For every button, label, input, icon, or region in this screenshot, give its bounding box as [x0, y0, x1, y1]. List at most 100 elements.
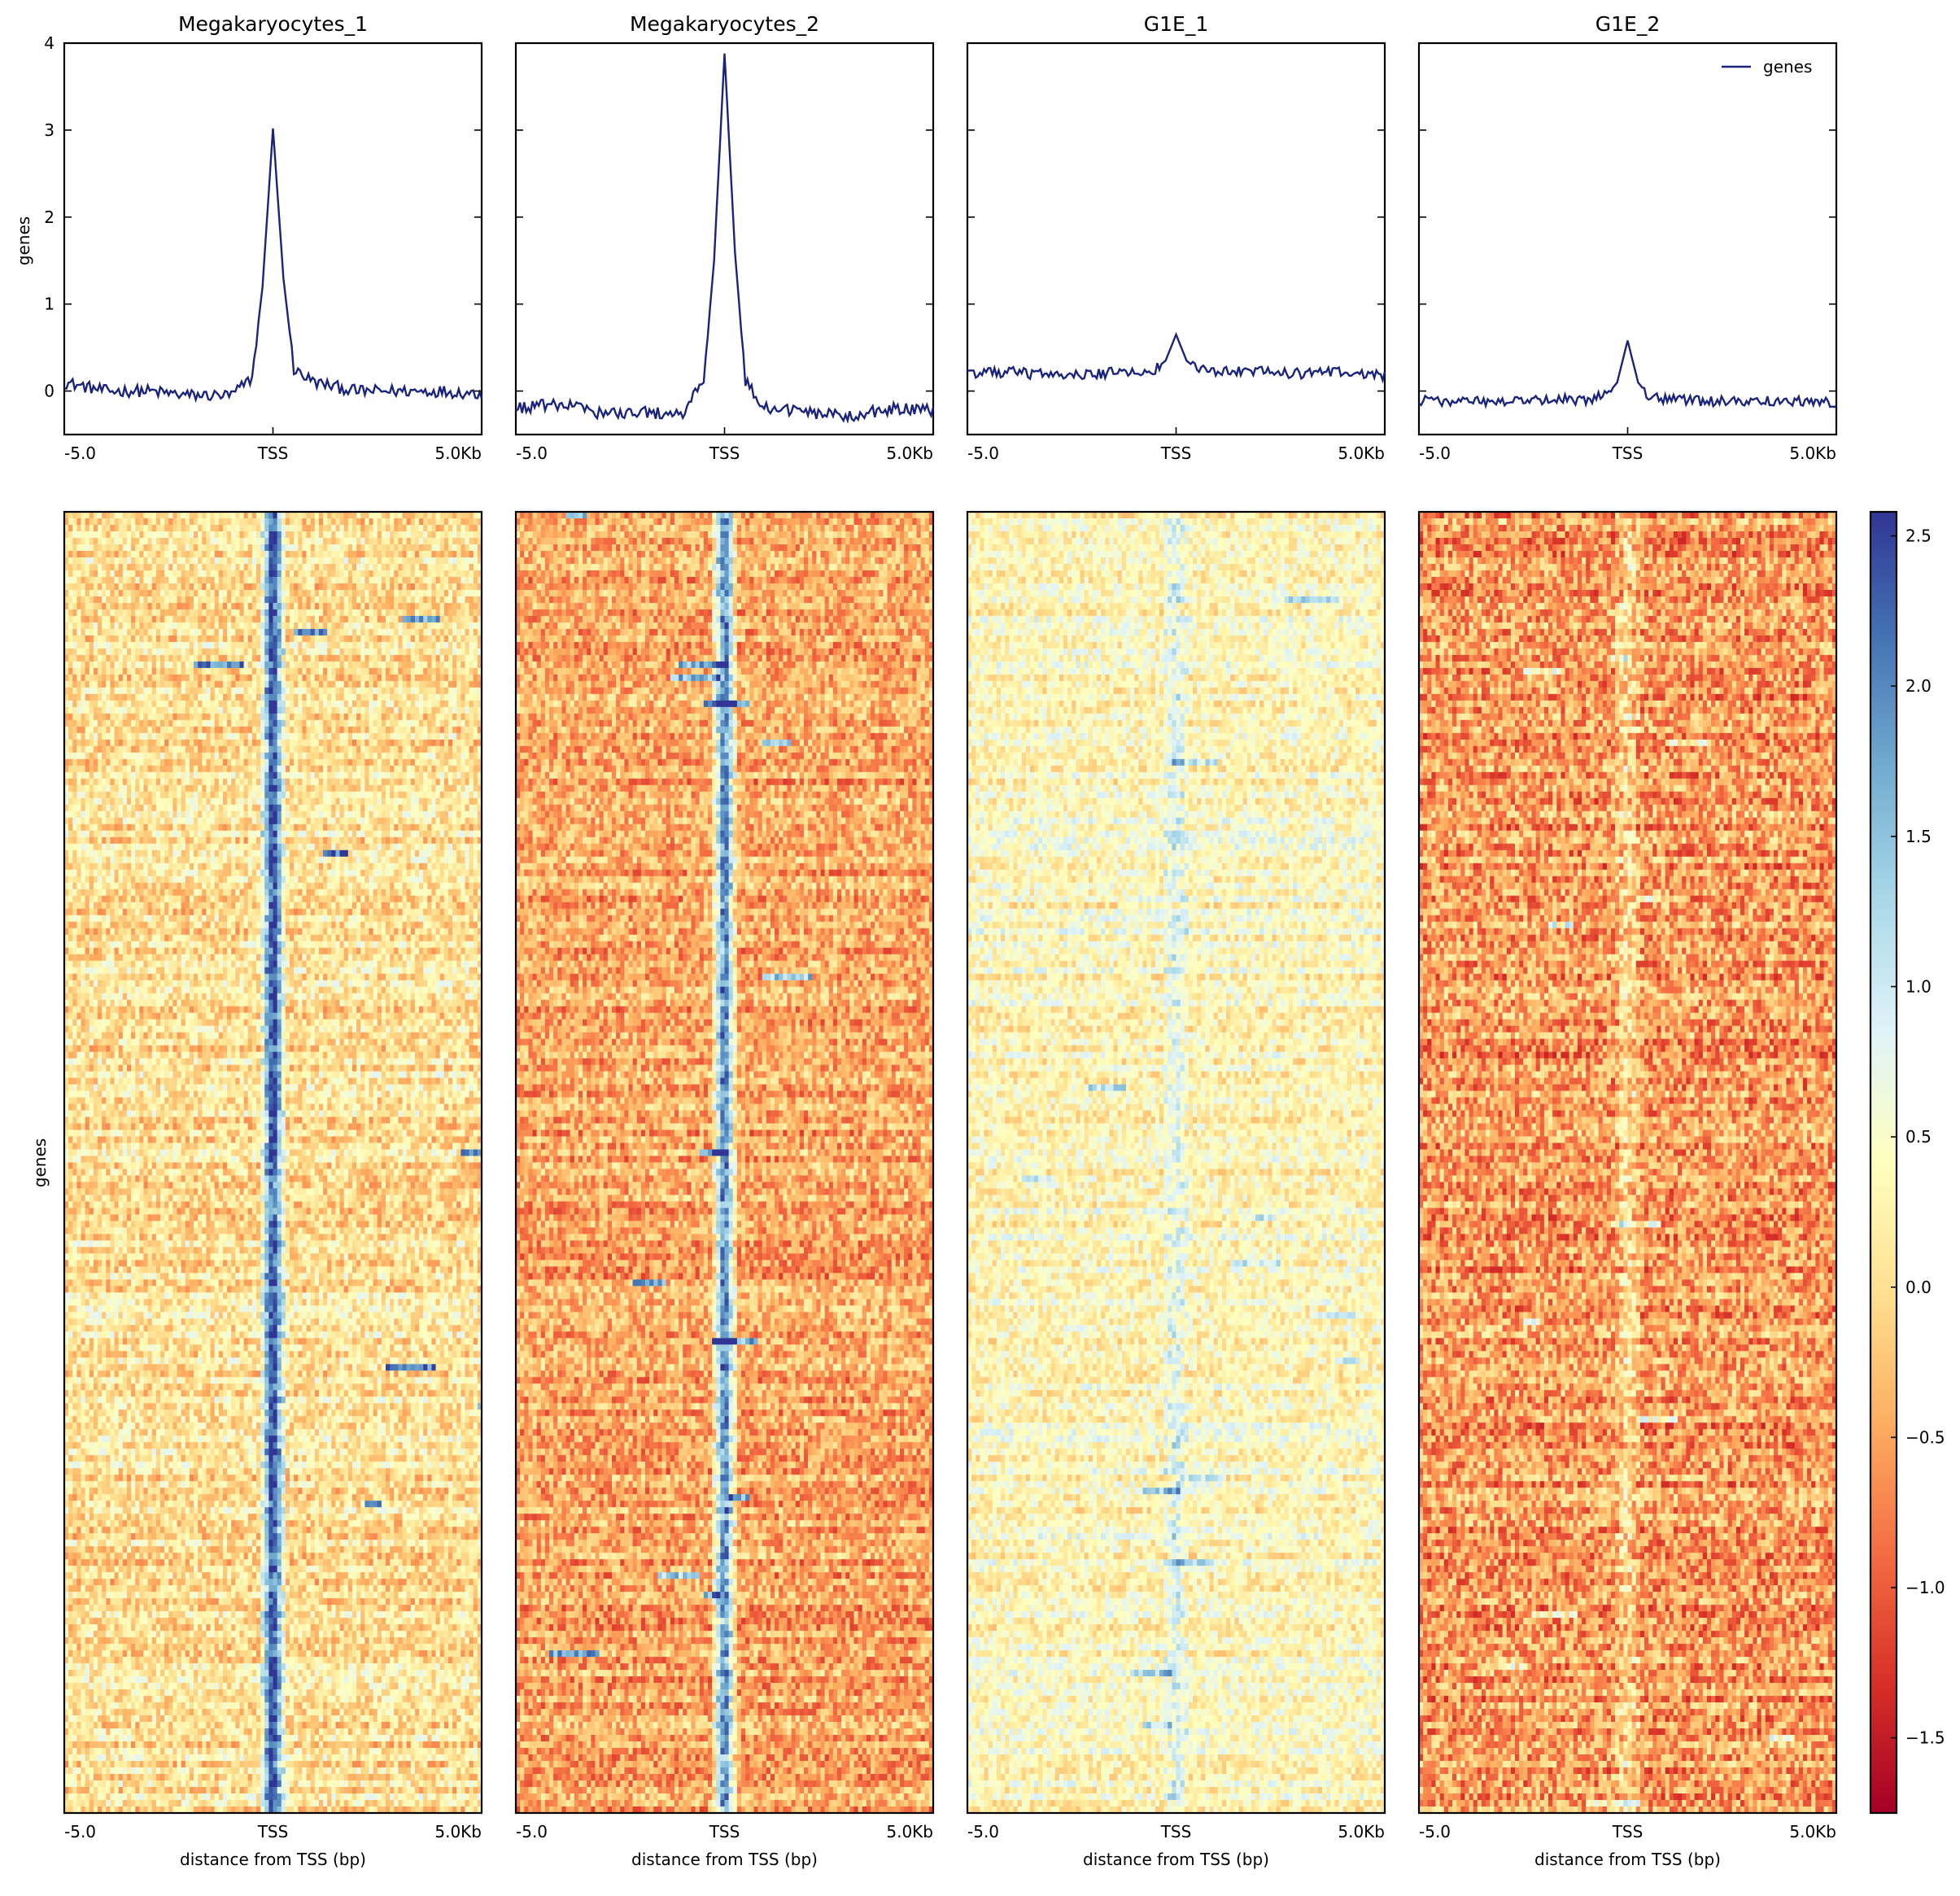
heatmap-cell [352, 512, 357, 519]
heatmap-cell [344, 590, 349, 597]
heatmap-cell [219, 544, 224, 552]
heatmap-cell [348, 714, 353, 721]
heatmap-cell [348, 596, 353, 604]
heatmap-cell [264, 707, 269, 714]
heatmap-cell [135, 544, 140, 552]
heatmap-cell [102, 616, 107, 623]
heatmap-cell [298, 531, 303, 539]
heatmap-cell [194, 707, 199, 714]
heatmap-cell [85, 714, 90, 721]
heatmap-cell [386, 518, 391, 526]
heatmap-cell [382, 636, 386, 643]
heatmap-cell [382, 538, 386, 545]
heatmap-cell [76, 512, 81, 519]
heatmap-cell [403, 544, 408, 552]
heatmap-cell [440, 512, 445, 519]
heatmap-cell [198, 668, 203, 675]
heatmap-cell [411, 538, 416, 545]
heatmap-cell [411, 642, 416, 649]
heatmap-cell [327, 518, 332, 526]
heatmap-cell [135, 733, 140, 740]
heatmap-cell [456, 616, 461, 623]
heatmap-cell [448, 688, 453, 695]
heatmap-cell [227, 544, 232, 552]
heatmap-cell [327, 636, 332, 643]
heatmap-cell [190, 583, 194, 591]
heatmap-cell [235, 616, 240, 623]
heatmap-cell [102, 551, 107, 558]
heatmap-cell [102, 564, 107, 571]
heatmap-cell [194, 525, 199, 532]
heatmap-cell [335, 668, 340, 675]
heatmap-cell [177, 590, 182, 597]
heatmap-cell [378, 681, 382, 688]
heatmap-cell [106, 570, 111, 578]
heatmap-cell [135, 603, 140, 610]
heatmap-cell [273, 675, 278, 682]
heatmap-cell [115, 675, 120, 682]
heatmap-cell [290, 538, 295, 545]
heatmap-cell [290, 531, 295, 539]
heatmap-cell [94, 616, 98, 623]
heatmap-cell [76, 531, 81, 539]
heatmap-cell [219, 518, 224, 526]
heatmap-cell [115, 570, 120, 578]
heatmap-cell [403, 707, 408, 714]
heatmap-cell [327, 740, 332, 747]
heatmap-cell [369, 609, 373, 617]
heatmap-cell [423, 577, 428, 584]
heatmap-cell [68, 557, 73, 565]
heatmap-cell [461, 512, 465, 519]
heatmap-cell [156, 694, 161, 701]
heatmap-cell [340, 649, 345, 656]
heatmap-cell [219, 636, 224, 643]
heatmap-cell [139, 551, 144, 558]
heatmap-cell [123, 557, 128, 565]
heatmap-cell [431, 590, 436, 597]
heatmap-cell [160, 577, 165, 584]
heatmap-cell [219, 564, 224, 571]
heatmap-cell [227, 733, 232, 740]
heatmap-cell [423, 701, 428, 708]
heatmap-cell [89, 557, 94, 565]
heatmap-cell [68, 733, 73, 740]
heatmap-cell [76, 609, 81, 617]
heatmap-cell [164, 662, 169, 669]
heatmap-cell [394, 688, 399, 695]
heatmap-cell [181, 577, 186, 584]
heatmap-cell [431, 616, 436, 623]
heatmap-cell [123, 623, 128, 630]
heatmap-cell [352, 655, 357, 662]
heatmap-cell [311, 655, 316, 662]
heatmap-cell [340, 675, 345, 682]
heatmap-cell [423, 616, 428, 623]
heatmap-cell [403, 583, 408, 591]
heatmap-cell [164, 733, 169, 740]
heatmap-cell [356, 623, 361, 630]
heatmap-cell [465, 655, 469, 662]
heatmap-cell [89, 675, 94, 682]
heatmap-cell [215, 753, 220, 760]
heatmap-cell [231, 531, 236, 539]
heatmap-cell [268, 596, 273, 604]
heatmap-cell [352, 714, 357, 721]
heatmap-cell [194, 531, 199, 539]
heatmap-cell [72, 616, 77, 623]
heatmap-cell [119, 727, 124, 734]
heatmap-cell [211, 629, 216, 636]
heatmap-cell [423, 531, 428, 539]
heatmap-cell [244, 675, 249, 682]
heatmap-cell [465, 525, 469, 532]
heatmap-cell [444, 616, 449, 623]
heatmap-cell [115, 662, 120, 669]
heatmap-cell [286, 544, 290, 552]
heatmap-cell [127, 570, 132, 578]
heatmap-cell [474, 675, 478, 682]
heatmap-cell [143, 570, 148, 578]
heatmap-cell [152, 538, 157, 545]
heatmap-cell [239, 583, 244, 591]
heatmap-cell [72, 538, 77, 545]
heatmap-cell [290, 753, 295, 760]
heatmap-cell [168, 544, 173, 552]
